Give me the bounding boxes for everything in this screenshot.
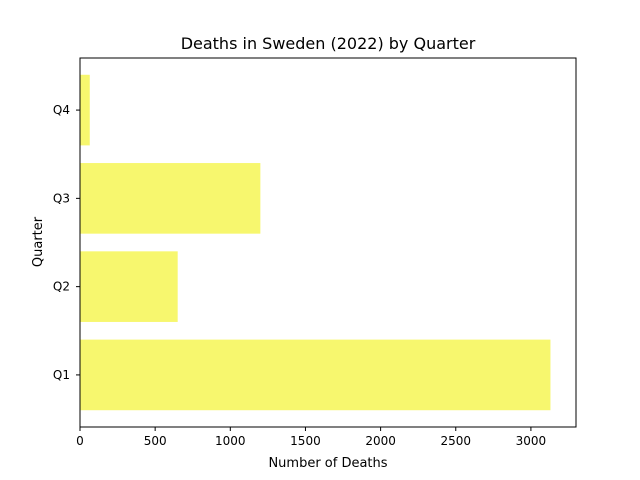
x-tick-label: 2500: [440, 434, 471, 448]
bar-q3: [80, 163, 261, 234]
bar-q4: [80, 74, 90, 146]
bar-q1: [80, 339, 551, 411]
plot-frame: [79, 57, 577, 428]
x-tick-label: 2000: [365, 434, 396, 448]
x-tick-label: 3000: [516, 434, 547, 448]
x-tick-label: 500: [144, 434, 167, 448]
x-axis-label: Number of Deaths: [268, 456, 387, 471]
bars-group: [80, 74, 551, 411]
y-tick-label-q4: Q4: [53, 103, 70, 117]
chart-title: Deaths in Sweden (2022) by Quarter: [181, 34, 476, 53]
y-tick-label-q2: Q2: [53, 280, 70, 294]
x-tick-label: 0: [76, 434, 84, 448]
y-axis-ticks: Q1 Q2 Q3 Q4: [53, 103, 80, 382]
bar-q2: [80, 251, 178, 322]
x-axis-ticks: 0 500 1000 1500 2000 2500 3000: [76, 427, 546, 448]
y-tick-label-q1: Q1: [53, 368, 70, 382]
y-tick-label-q3: Q3: [53, 191, 70, 205]
y-axis-label: Quarter: [31, 216, 46, 267]
x-tick-label: 1000: [215, 434, 246, 448]
x-tick-label: 1500: [290, 434, 321, 448]
